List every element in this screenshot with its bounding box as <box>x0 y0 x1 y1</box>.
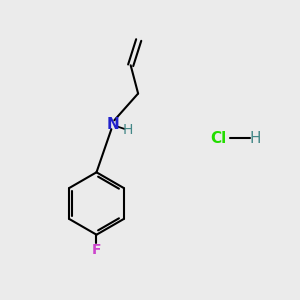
Text: F: F <box>92 243 101 256</box>
Text: H: H <box>123 123 134 137</box>
Text: H: H <box>250 130 261 146</box>
Text: Cl: Cl <box>210 130 226 146</box>
Text: N: N <box>106 117 119 132</box>
